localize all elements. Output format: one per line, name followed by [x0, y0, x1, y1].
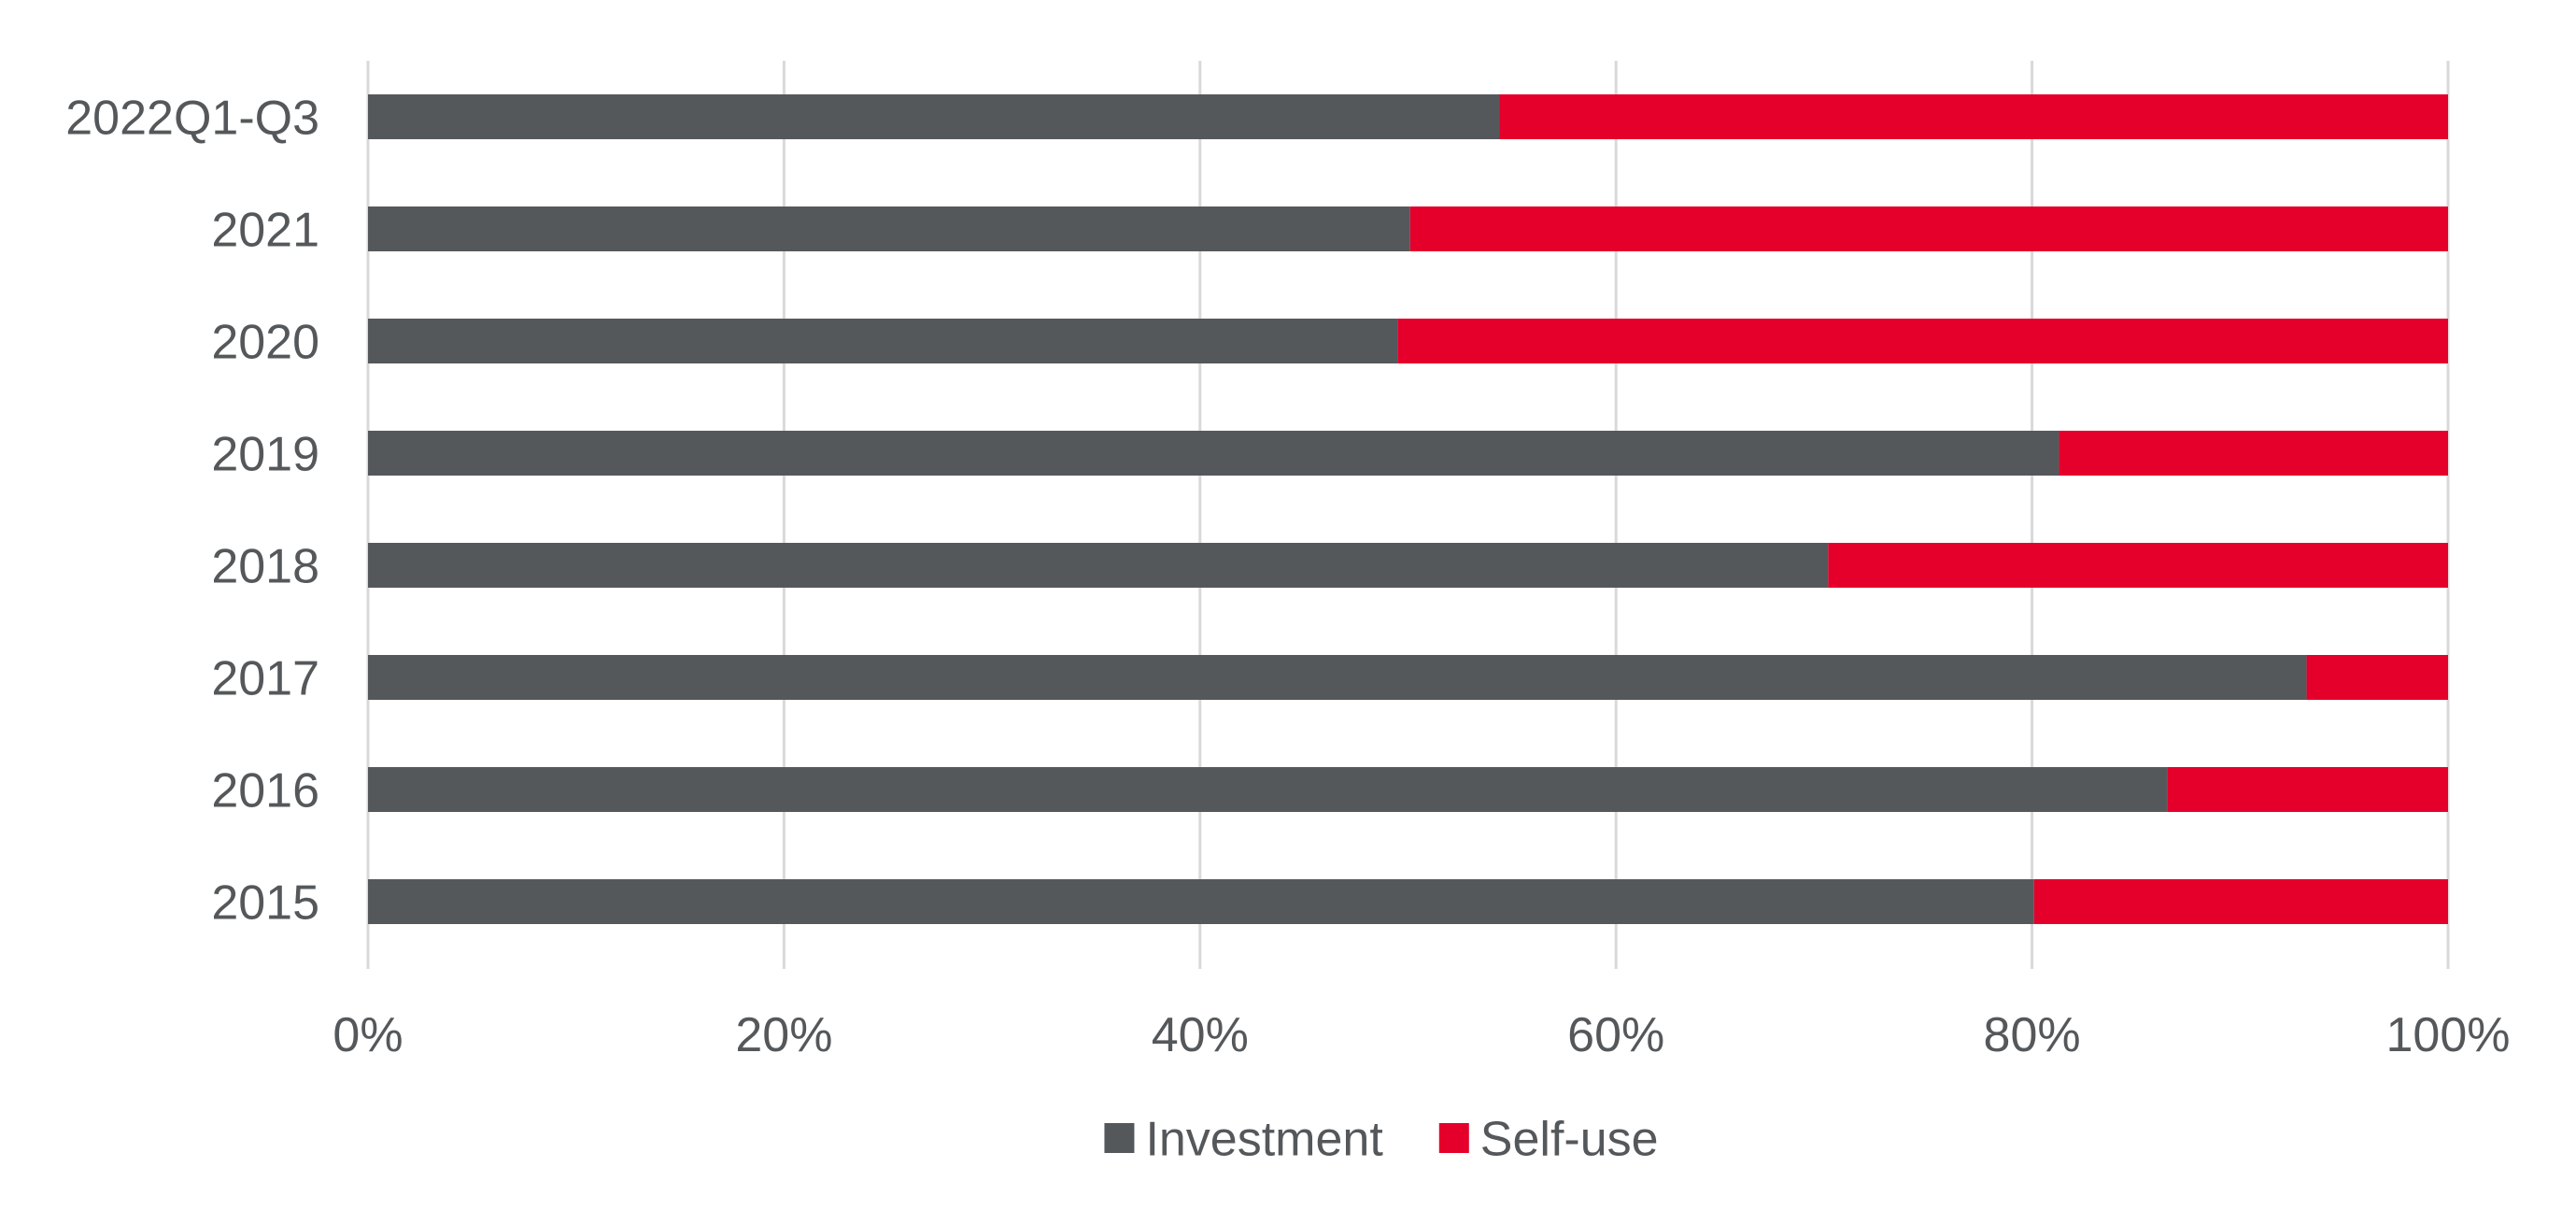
legend-label: Self-use: [1480, 1113, 1659, 1167]
bar-segment-self-use: [2167, 767, 2448, 812]
bar-segment-self-use: [2306, 655, 2448, 700]
category-label: 2020: [211, 316, 319, 370]
bar-segment-self-use: [2059, 431, 2448, 476]
category-label: 2018: [211, 540, 319, 594]
bar-segment-self-use: [2033, 879, 2448, 924]
legend-swatch: [1104, 1123, 1135, 1153]
gridlines: [366, 61, 2450, 969]
bar-segment-self-use: [1397, 319, 2448, 363]
bar-segment-self-use: [1828, 543, 2448, 588]
category-label: 2017: [211, 652, 319, 706]
bar-segment-investment: [368, 431, 2059, 476]
x-tick-labels: 0% 20% 40% 60% 80% 100%: [333, 1008, 2510, 1062]
bar-segment-investment: [368, 879, 2034, 924]
bar-segment-investment: [368, 655, 2307, 700]
legend-label: Investment: [1145, 1113, 1383, 1167]
x-tick-label: 40%: [1152, 1008, 1249, 1062]
bar-segment-investment: [368, 543, 1829, 588]
x-tick-label: 0%: [333, 1008, 403, 1062]
category-label: 2021: [211, 204, 319, 258]
category-label: 2019: [211, 428, 319, 482]
x-tick-label: 20%: [735, 1008, 832, 1062]
legend-swatch: [1438, 1123, 1469, 1153]
bar-segment-investment: [368, 206, 1410, 251]
category-label: 2022Q1-Q3: [65, 92, 319, 146]
category-label: 2015: [211, 876, 319, 931]
bar-segment-investment: [368, 767, 2168, 812]
legend: Investment Self-use: [1104, 1113, 1659, 1167]
category-labels: 2022Q1-Q3 2021 2020 2019 2018 2017 2016 2015: [65, 92, 319, 931]
bar-segment-self-use: [1409, 206, 2448, 251]
x-tick-label: 100%: [2386, 1008, 2511, 1062]
bar-segment-investment: [368, 94, 1500, 139]
x-tick-label: 80%: [1984, 1008, 2081, 1062]
bars: [368, 94, 2448, 924]
bar-segment-investment: [368, 319, 1398, 363]
bar-segment-self-use: [1499, 94, 2448, 139]
category-label: 2016: [211, 764, 319, 818]
x-tick-label: 60%: [1567, 1008, 1664, 1062]
